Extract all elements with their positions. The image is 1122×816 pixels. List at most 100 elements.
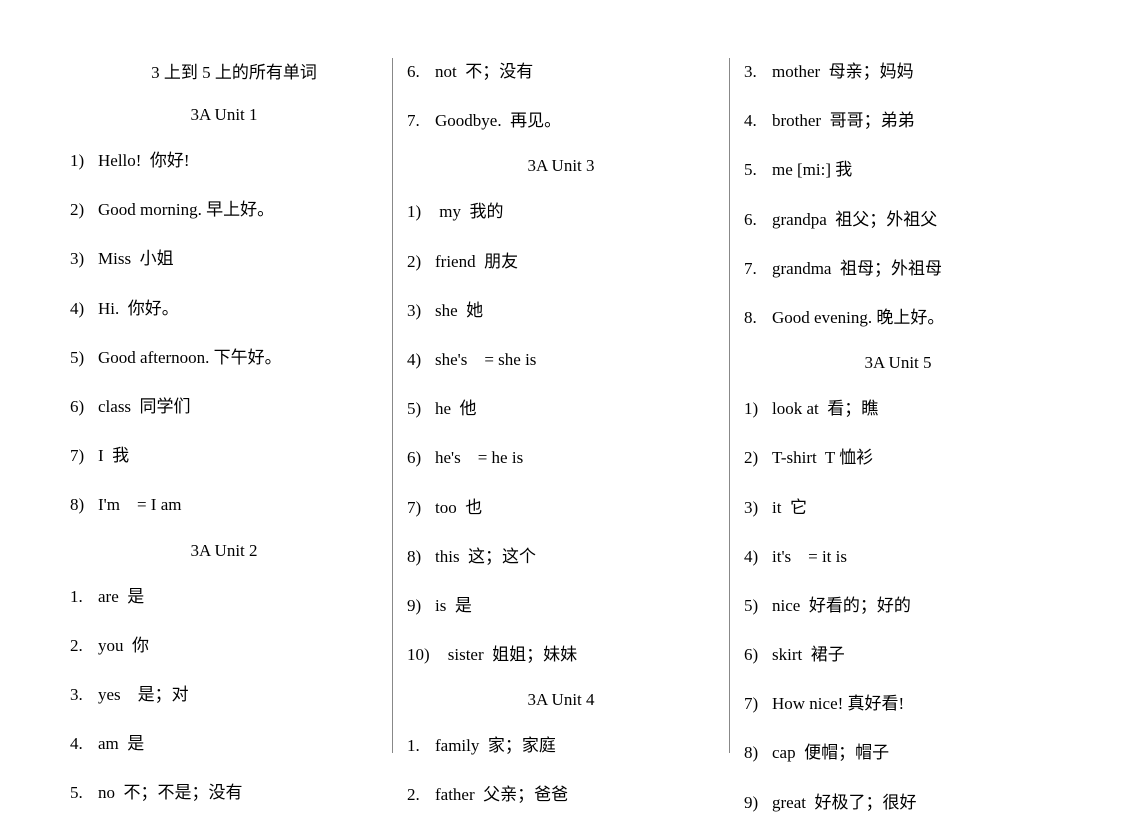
item-number: 7) xyxy=(407,494,435,521)
item-text: How nice! 真好看! xyxy=(772,690,1052,717)
item-text: you 你 xyxy=(98,632,378,659)
item-text: is 是 xyxy=(435,592,715,619)
vocab-item: 10) sister 姐姐；妹妹 xyxy=(407,641,715,668)
item-number: 3) xyxy=(407,297,435,324)
vocab-item: 1.family 家；家庭 xyxy=(407,732,715,759)
vocab-item: 6.grandpa 祖父；外祖父 xyxy=(744,206,1052,233)
item-number: 5) xyxy=(407,395,435,422)
item-number: 6) xyxy=(744,641,772,668)
item-text: grandma 祖母；外祖母 xyxy=(772,255,1052,282)
vocab-item: 1) my 我的 xyxy=(407,198,715,225)
unit-heading: 3A Unit 3 xyxy=(407,156,715,176)
vocab-item: 6.not 不；没有 xyxy=(407,58,715,85)
item-number: 4) xyxy=(407,346,435,373)
item-number: 4. xyxy=(744,107,772,134)
item-text: Miss 小姐 xyxy=(98,245,378,272)
item-number: 2) xyxy=(70,196,98,223)
item-text: brother 哥哥；弟弟 xyxy=(772,107,1052,134)
item-number: 6. xyxy=(744,206,772,233)
item-number: 5) xyxy=(744,592,772,619)
vocab-item: 5)nice 好看的；好的 xyxy=(744,592,1052,619)
item-number: 3) xyxy=(744,494,772,521)
item-text: I 我 xyxy=(98,442,378,469)
item-number: 8) xyxy=(70,491,98,518)
vocab-item: 4)she's = she is xyxy=(407,346,715,373)
item-number: 1) xyxy=(407,198,435,225)
unit-heading: 3A Unit 1 xyxy=(70,105,378,125)
vocab-item: 6)class 同学们 xyxy=(70,393,378,420)
item-text: not 不；没有 xyxy=(435,58,715,85)
item-text: she's = she is xyxy=(435,346,715,373)
item-number: 3. xyxy=(744,58,772,85)
column-3: 3.mother 母亲；妈妈 4.brother 哥哥；弟弟 5.me [mi:… xyxy=(729,58,1066,753)
vocab-item: 3)it 它 xyxy=(744,494,1052,521)
item-number: 7) xyxy=(744,690,772,717)
column-1: 3 上到 5 上的所有单词 3A Unit 1 1)Hello! 你好! 2)G… xyxy=(56,58,392,753)
item-text: this 这；这个 xyxy=(435,543,715,570)
item-text: nice 好看的；好的 xyxy=(772,592,1052,619)
item-number: 6. xyxy=(407,58,435,85)
item-number: 7) xyxy=(70,442,98,469)
item-text: it's = it is xyxy=(772,543,1052,570)
unit-heading: 3A Unit 4 xyxy=(407,690,715,710)
item-number: 9) xyxy=(407,592,435,619)
item-text: yes 是；对 xyxy=(98,681,378,708)
vocab-item: 8)this 这；这个 xyxy=(407,543,715,570)
vocab-item: 1)Hello! 你好! xyxy=(70,147,378,174)
item-number: 4) xyxy=(70,295,98,322)
item-number: 8. xyxy=(744,304,772,331)
vocab-item: 8.Good evening. 晚上好。 xyxy=(744,304,1052,331)
item-number: 2) xyxy=(407,248,435,275)
vocab-item: 5)Good afternoon. 下午好。 xyxy=(70,344,378,371)
vocab-item: 4.brother 哥哥；弟弟 xyxy=(744,107,1052,134)
item-text: cap 便帽；帽子 xyxy=(772,739,1052,766)
item-number: 1) xyxy=(70,147,98,174)
item-number: 6) xyxy=(407,444,435,471)
vocab-item: 7)How nice! 真好看! xyxy=(744,690,1052,717)
vocab-item: 9)is 是 xyxy=(407,592,715,619)
item-text: Goodbye. 再见。 xyxy=(435,107,715,134)
item-number: 1. xyxy=(407,732,435,759)
item-number: 2. xyxy=(70,632,98,659)
item-number: 8) xyxy=(407,543,435,570)
item-text: skirt 裙子 xyxy=(772,641,1052,668)
item-number: 2) xyxy=(744,444,772,471)
item-text: sister 姐姐；妹妹 xyxy=(435,641,715,668)
item-text: mother 母亲；妈妈 xyxy=(772,58,1052,85)
vocab-item: 5)he 他 xyxy=(407,395,715,422)
item-text: my 我的 xyxy=(435,198,715,225)
item-number: 8) xyxy=(744,739,772,766)
item-number: 3. xyxy=(70,681,98,708)
item-number: 5. xyxy=(744,156,772,183)
item-text: friend 朋友 xyxy=(435,248,715,275)
page-container: 3 上到 5 上的所有单词 3A Unit 1 1)Hello! 你好! 2)G… xyxy=(0,0,1122,793)
vocab-item: 7.Goodbye. 再见。 xyxy=(407,107,715,134)
vocab-item: 3.yes 是；对 xyxy=(70,681,378,708)
item-number: 2. xyxy=(407,781,435,808)
column-2: 6.not 不；没有 7.Goodbye. 再见。 3A Unit 3 1) m… xyxy=(392,58,729,753)
item-text: he 他 xyxy=(435,395,715,422)
vocab-item: 6)skirt 裙子 xyxy=(744,641,1052,668)
vocab-item: 7)too 也 xyxy=(407,494,715,521)
vocab-item: 4)it's = it is xyxy=(744,543,1052,570)
item-number: 1) xyxy=(744,395,772,422)
unit-heading: 3A Unit 2 xyxy=(70,541,378,561)
item-number: 6) xyxy=(70,393,98,420)
item-text: am 是 xyxy=(98,730,378,757)
vocab-item: 1.are 是 xyxy=(70,583,378,610)
vocab-item: 4.am 是 xyxy=(70,730,378,757)
vocab-item: 3)she 她 xyxy=(407,297,715,324)
vocab-item: 3)Miss 小姐 xyxy=(70,245,378,272)
item-text: family 家；家庭 xyxy=(435,732,715,759)
vocab-item: 2)Good morning. 早上好。 xyxy=(70,196,378,223)
item-text: Good afternoon. 下午好。 xyxy=(98,344,378,371)
item-text: Good morning. 早上好。 xyxy=(98,196,378,223)
item-text: me [mi:] 我 xyxy=(772,156,1052,183)
item-text: it 它 xyxy=(772,494,1052,521)
item-number: 7. xyxy=(744,255,772,282)
document-title: 3 上到 5 上的所有单词 xyxy=(70,58,378,83)
vocab-item: 7)I 我 xyxy=(70,442,378,469)
item-text: T-shirt T 恤衫 xyxy=(772,444,1052,471)
item-number: 1. xyxy=(70,583,98,610)
item-number: 3) xyxy=(70,245,98,272)
